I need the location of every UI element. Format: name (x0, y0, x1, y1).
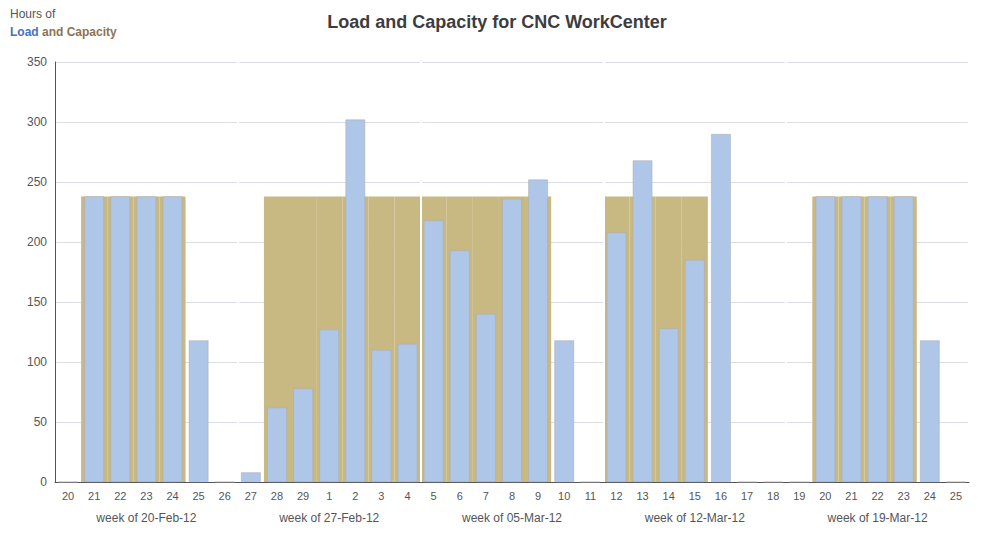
svg-text:22: 22 (114, 490, 126, 502)
svg-text:350: 350 (27, 55, 47, 69)
svg-text:Hours of: Hours of (10, 7, 56, 21)
svg-text:1: 1 (326, 490, 332, 502)
svg-text:2: 2 (352, 490, 358, 502)
svg-text:200: 200 (27, 235, 47, 249)
svg-text:week of 20-Feb-12: week of 20-Feb-12 (95, 511, 196, 525)
svg-text:18: 18 (767, 490, 779, 502)
svg-text:week of 19-Mar-12: week of 19-Mar-12 (827, 511, 928, 525)
svg-text:week of 05-Mar-12: week of 05-Mar-12 (461, 511, 562, 525)
svg-text:week of 27-Feb-12: week of 27-Feb-12 (278, 511, 379, 525)
svg-text:250: 250 (27, 175, 47, 189)
svg-text:23: 23 (898, 490, 910, 502)
svg-text:0: 0 (40, 475, 47, 489)
svg-text:28: 28 (271, 490, 283, 502)
svg-text:6: 6 (457, 490, 463, 502)
svg-text:13: 13 (636, 490, 648, 502)
svg-text:17: 17 (741, 490, 753, 502)
svg-text:8: 8 (509, 490, 515, 502)
svg-text:12: 12 (610, 490, 622, 502)
svg-text:100: 100 (27, 355, 47, 369)
svg-text:24: 24 (924, 490, 936, 502)
svg-text:3: 3 (378, 490, 384, 502)
svg-text:26: 26 (219, 490, 231, 502)
svg-text:16: 16 (715, 490, 727, 502)
svg-text:10: 10 (558, 490, 570, 502)
svg-text:50: 50 (34, 415, 48, 429)
svg-text:25: 25 (193, 490, 205, 502)
svg-text:20: 20 (819, 490, 831, 502)
svg-text:150: 150 (27, 295, 47, 309)
svg-text:and Capacity: and Capacity (42, 25, 117, 39)
svg-text:Load: Load (10, 25, 39, 39)
svg-text:14: 14 (663, 490, 675, 502)
svg-text:25: 25 (950, 490, 962, 502)
svg-text:15: 15 (689, 490, 701, 502)
svg-text:7: 7 (483, 490, 489, 502)
svg-text:21: 21 (88, 490, 100, 502)
svg-text:24: 24 (166, 490, 178, 502)
svg-text:300: 300 (27, 115, 47, 129)
svg-text:19: 19 (793, 490, 805, 502)
svg-text:Load and Capacity for CNC Work: Load and Capacity for CNC WorkCenter (327, 12, 667, 32)
svg-text:5: 5 (431, 490, 437, 502)
svg-text:week of 12-Mar-12: week of 12-Mar-12 (644, 511, 745, 525)
svg-text:4: 4 (404, 490, 410, 502)
svg-text:11: 11 (585, 490, 596, 502)
svg-text:22: 22 (871, 490, 883, 502)
svg-text:27: 27 (245, 490, 257, 502)
svg-text:9: 9 (535, 490, 541, 502)
svg-text:23: 23 (140, 490, 152, 502)
svg-text:20: 20 (62, 490, 74, 502)
svg-text:21: 21 (845, 490, 857, 502)
svg-text:29: 29 (297, 490, 309, 502)
